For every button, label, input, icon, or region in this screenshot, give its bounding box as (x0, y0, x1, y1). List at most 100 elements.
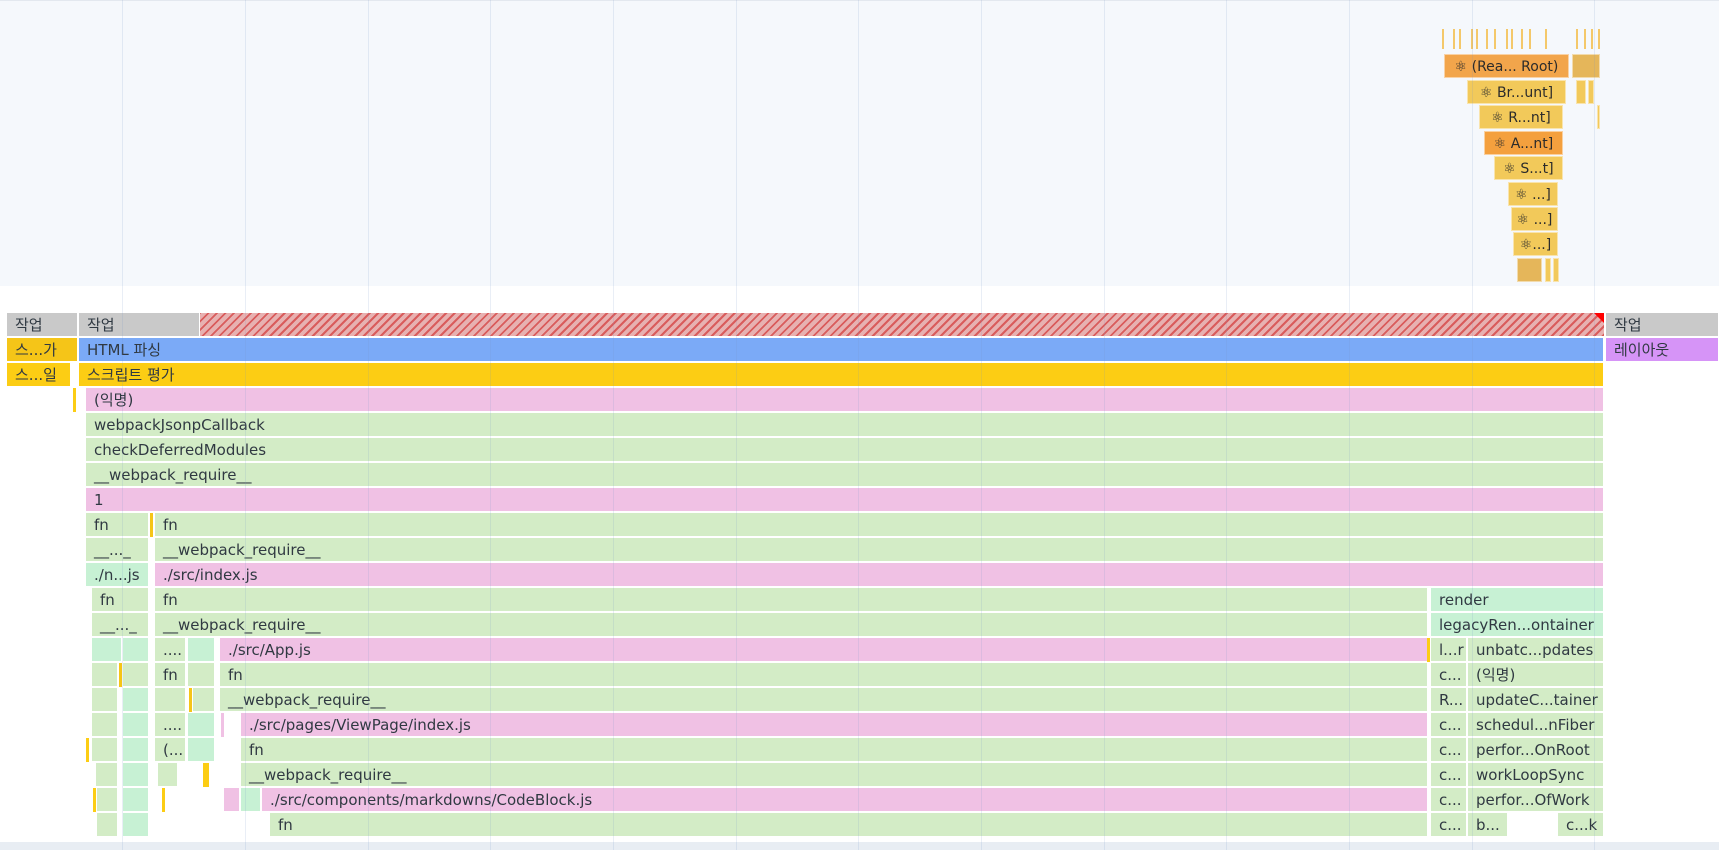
call-bar[interactable] (123, 813, 149, 837)
call-bar[interactable]: c... (1431, 713, 1467, 737)
call-bar-module-1[interactable]: 1 (86, 488, 1604, 512)
sliver[interactable] (86, 738, 89, 762)
call-bar-fn[interactable]: fn (92, 588, 149, 612)
call-bar[interactable] (123, 738, 149, 762)
call-bar[interactable] (188, 713, 215, 737)
call-bar[interactable] (123, 663, 149, 687)
long-task-bar[interactable]: 작업 (79, 313, 200, 337)
react-component-ellipsis-3[interactable]: ⚛...] (1513, 232, 1558, 256)
call-bar-fn[interactable]: fn (155, 513, 1604, 537)
call-bar-fn[interactable]: fn (220, 663, 1428, 687)
call-bar[interactable]: c... (1431, 788, 1467, 812)
sliver[interactable] (73, 388, 76, 412)
call-bar-webpack-require-short[interactable]: __..._ (86, 538, 149, 562)
react-commit-block[interactable] (1517, 258, 1542, 282)
react-root-component[interactable]: ⚛ (Rea... Root) (1444, 54, 1569, 78)
call-bar[interactable]: c...k (1558, 813, 1604, 837)
call-bar[interactable] (123, 763, 149, 787)
call-bar-perform-unit-of-work[interactable]: perfor...OfWork (1468, 788, 1604, 812)
call-bar[interactable] (97, 788, 118, 812)
call-bar-schedule-update[interactable]: schedul...nFiber (1468, 713, 1604, 737)
call-bar-webpackJsonpCallback[interactable]: webpackJsonpCallback (86, 413, 1604, 437)
call-bar-index-js[interactable]: ./src/index.js (155, 563, 1604, 587)
call-bar[interactable] (188, 738, 215, 762)
call-bar-webpack-require[interactable]: __webpack_require__ (220, 688, 1428, 712)
react-component-s[interactable]: ⚛ S...t] (1494, 156, 1563, 180)
call-bar-render[interactable]: render (1431, 588, 1604, 612)
task-bar[interactable]: 작업 (1606, 313, 1719, 337)
call-bar[interactable] (92, 738, 118, 762)
call-bar[interactable]: l...r (1431, 638, 1467, 662)
horizontal-scrollbar[interactable] (0, 842, 1719, 850)
call-bar[interactable] (123, 713, 149, 737)
sliver[interactable] (221, 713, 224, 737)
script-eval-bar[interactable]: 스크립트 평가 (79, 363, 1604, 387)
call-bar[interactable] (224, 788, 240, 812)
call-bar[interactable] (123, 688, 149, 712)
call-bar-dots[interactable]: .... (155, 713, 186, 737)
call-bar[interactable] (123, 788, 149, 812)
react-commit-sliver[interactable] (1588, 80, 1594, 104)
call-bar[interactable] (158, 763, 178, 787)
call-bar-legacy-render[interactable]: legacyRen...ontainer (1431, 613, 1604, 637)
anonymous-call-bar[interactable]: (익명) (86, 388, 1604, 412)
react-component-r[interactable]: ⚛ R...nt] (1479, 105, 1563, 129)
call-bar-webpack-require[interactable]: __webpack_require__ (155, 613, 1428, 637)
call-bar-codeblock-js[interactable]: ./src/components/markdowns/CodeBlock.js (262, 788, 1428, 812)
call-bar[interactable] (92, 688, 118, 712)
call-bar[interactable] (92, 663, 118, 687)
call-bar-webpack-require[interactable]: __webpack_require__ (86, 463, 1604, 487)
call-bar-paren[interactable]: (... (155, 738, 186, 762)
call-bar[interactable]: c... (1431, 663, 1467, 687)
sliver[interactable] (1427, 638, 1430, 662)
call-bar[interactable] (188, 638, 215, 662)
call-bar-fn[interactable]: fn (155, 663, 186, 687)
react-commit-sliver[interactable] (1597, 105, 1600, 129)
sliver[interactable] (150, 513, 153, 537)
call-bar-fn[interactable]: fn (270, 813, 1428, 837)
react-component-ellipsis-1[interactable]: ⚛ ...] (1508, 182, 1558, 206)
call-bar-app-js[interactable]: ./src/App.js (220, 638, 1428, 662)
call-bar-checkDeferredModules[interactable]: checkDeferredModules (86, 438, 1604, 462)
call-bar-fn[interactable]: fn (86, 513, 149, 537)
sliver[interactable] (119, 663, 122, 687)
call-bar-node-modules[interactable]: ./n...js (86, 563, 149, 587)
style-recalc-bar[interactable]: 스...일 (7, 363, 71, 387)
call-bar[interactable] (193, 688, 215, 712)
call-bar[interactable] (188, 663, 215, 687)
react-commit-block[interactable] (1572, 54, 1600, 78)
html-parse-bar[interactable]: HTML 파싱 (79, 338, 1604, 362)
call-bar-dots[interactable]: .... (155, 638, 186, 662)
call-bar-webpack-require[interactable]: __webpack_require__ (241, 763, 1428, 787)
react-commit-sliver[interactable] (1545, 258, 1551, 282)
react-component-a[interactable]: ⚛ A...nt] (1484, 131, 1563, 155)
event-bar[interactable]: 스...가 (7, 338, 78, 362)
call-bar[interactable] (241, 788, 261, 812)
call-bar-anonymous[interactable]: (익명) (1468, 663, 1604, 687)
call-bar[interactable]: R... (1431, 688, 1467, 712)
call-bar[interactable] (92, 638, 122, 662)
layout-bar[interactable]: 레이아웃 (1606, 338, 1719, 362)
react-commit-sliver[interactable] (1553, 258, 1559, 282)
react-component-br[interactable]: ⚛ Br...unt] (1467, 80, 1566, 104)
call-bar-fn[interactable]: fn (241, 738, 1428, 762)
call-bar[interactable]: b... (1468, 813, 1508, 837)
call-bar-viewpage-js[interactable]: ./src/pages/ViewPage/index.js (241, 713, 1428, 737)
call-bar[interactable]: c... (1431, 763, 1467, 787)
long-task-warning-stripes[interactable] (200, 313, 1604, 337)
call-bar-update-container[interactable]: updateC...tainer (1468, 688, 1604, 712)
sliver[interactable] (93, 788, 96, 812)
call-bar[interactable] (97, 813, 118, 837)
call-bar[interactable] (92, 713, 118, 737)
sliver[interactable] (189, 688, 192, 712)
call-bar-work-loop-sync[interactable]: workLoopSync (1468, 763, 1604, 787)
call-bar[interactable]: c... (1431, 813, 1467, 837)
react-commit-sliver[interactable] (1576, 80, 1586, 104)
call-bar-perform-sync-work[interactable]: perfor...OnRoot (1468, 738, 1604, 762)
call-bar[interactable] (155, 688, 186, 712)
task-bar[interactable]: 작업 (7, 313, 78, 337)
react-component-ellipsis-2[interactable]: ⚛ ...] (1511, 207, 1558, 231)
call-bar[interactable] (123, 638, 149, 662)
call-bar[interactable]: c... (1431, 738, 1467, 762)
call-bar[interactable] (96, 763, 118, 787)
